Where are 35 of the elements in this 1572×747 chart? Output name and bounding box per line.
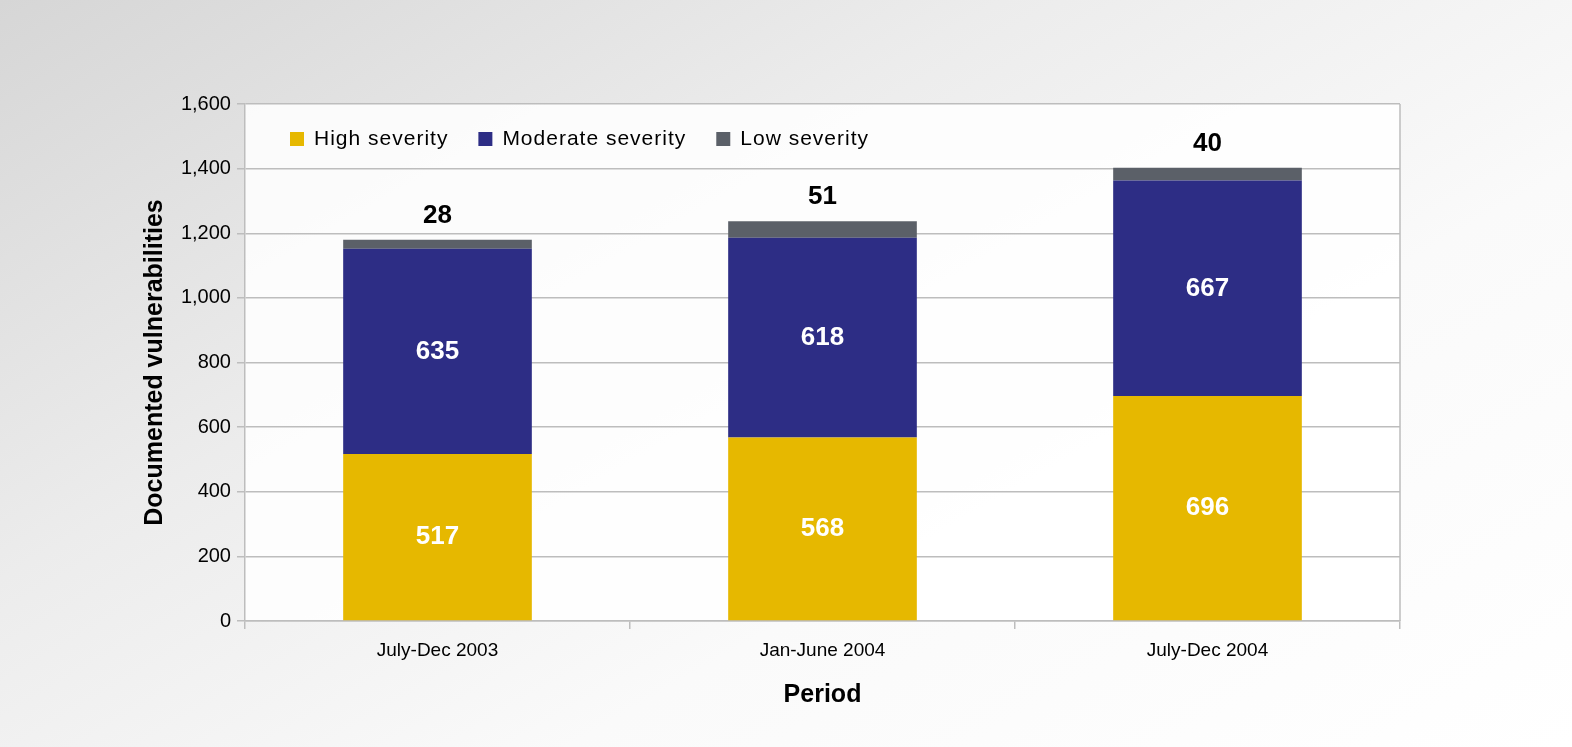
y-tick-label: 800 <box>197 350 231 373</box>
bar <box>343 248 532 454</box>
bar <box>343 453 532 621</box>
x-axis-title: Period <box>783 678 862 707</box>
y-tick-label: 1,400 <box>180 156 231 179</box>
y-axis-title: Documented vulnerabilities <box>138 199 167 526</box>
y-tick-label: 400 <box>197 479 231 502</box>
y-tick-label: 200 <box>197 543 231 566</box>
data-label: 635 <box>415 334 460 365</box>
y-tick-label: 600 <box>197 414 231 437</box>
data-label: 568 <box>800 512 845 543</box>
x-tick-label: July-Dec 2003 <box>376 638 499 660</box>
bar <box>728 437 917 621</box>
y-tick-label: 0 <box>219 608 231 631</box>
bar <box>1113 167 1302 181</box>
y-tick-label: 1,000 <box>180 285 231 308</box>
bar <box>1113 180 1302 397</box>
bar <box>728 221 917 238</box>
bar <box>728 237 917 438</box>
legend-label: High severity <box>314 125 449 149</box>
data-label: 40 <box>1193 126 1222 157</box>
legend-label: Low severity <box>740 125 869 149</box>
bar <box>343 239 532 249</box>
data-label: 28 <box>423 198 452 229</box>
bar <box>1113 396 1302 621</box>
data-label: 51 <box>808 180 837 211</box>
legend-label: Moderate severity <box>502 125 687 149</box>
data-label: 618 <box>800 320 845 351</box>
y-tick-label: 1,200 <box>180 220 231 243</box>
x-tick-label: Jan-June 2004 <box>759 638 886 660</box>
data-label: 517 <box>415 520 460 551</box>
x-tick-label: July-Dec 2004 <box>1146 638 1269 660</box>
data-label: 696 <box>1185 491 1230 522</box>
y-tick-label: 1,600 <box>180 91 231 114</box>
data-label: 667 <box>1185 271 1230 302</box>
